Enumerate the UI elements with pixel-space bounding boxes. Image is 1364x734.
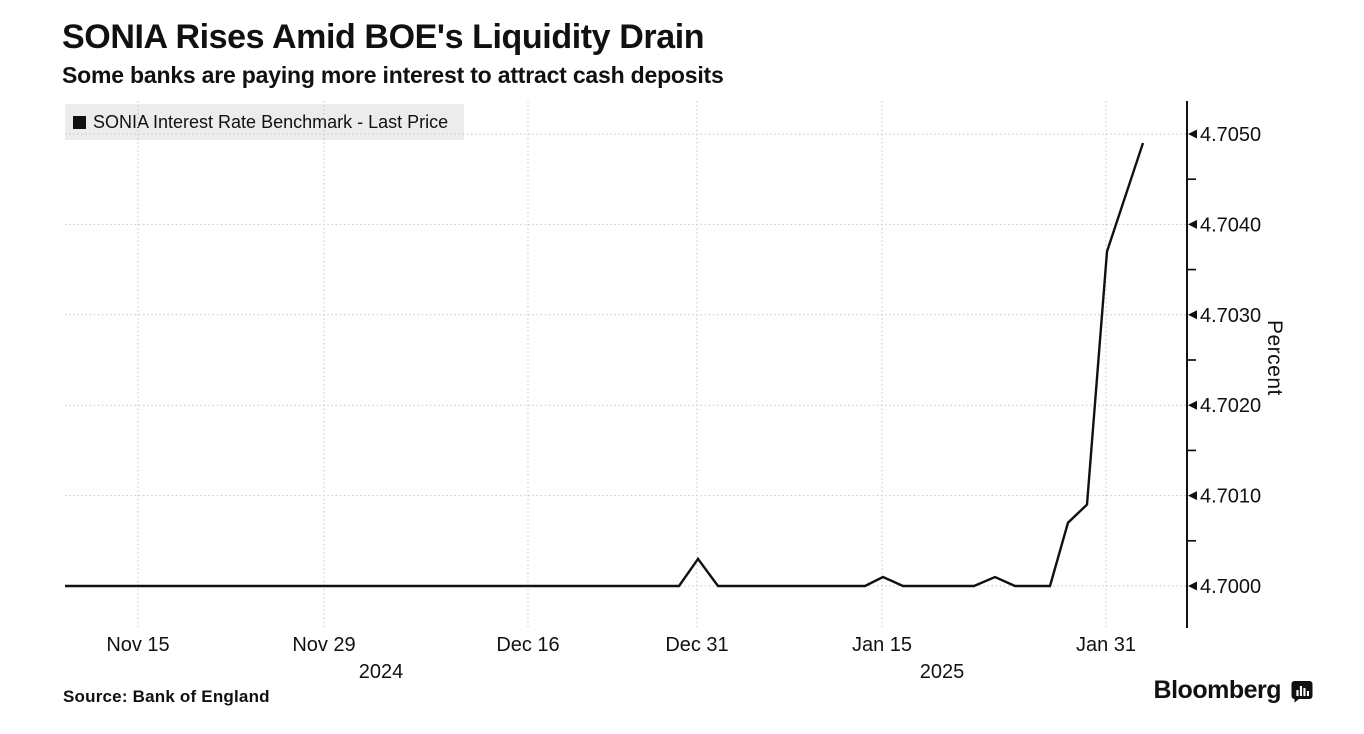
- legend-label: SONIA Interest Rate Benchmark - Last Pri…: [93, 111, 449, 132]
- bloomberg-logo: Bloomberg: [1154, 676, 1314, 705]
- x-tick-label: Dec 31: [665, 634, 728, 656]
- chart-title: SONIA Rises Amid BOE's Liquidity Drain: [62, 18, 705, 56]
- chart-subtitle: Some banks are paying more interest to a…: [62, 62, 724, 88]
- y-tick-arrow-icon: [1188, 400, 1197, 410]
- y-tick-label: 4.7040: [1200, 214, 1261, 236]
- y-tick-label: 4.7010: [1200, 486, 1261, 508]
- x-tick-label: Jan 15: [852, 634, 912, 656]
- x-tick-label: Dec 16: [496, 634, 559, 656]
- y-tick-arrow-icon: [1188, 129, 1197, 139]
- y-tick-label: 4.7000: [1200, 576, 1261, 598]
- bloomberg-wordmark: Bloomberg: [1153, 676, 1282, 704]
- y-tick-label: 4.7030: [1200, 305, 1261, 327]
- y-tick-arrow-icon: [1188, 491, 1197, 501]
- y-tick-arrow-icon: [1188, 581, 1197, 591]
- y-tick-label: 4.7050: [1200, 124, 1261, 146]
- year-label: 2025: [920, 661, 965, 683]
- y-tick-arrow-icon: [1188, 219, 1197, 229]
- sonia-series-line: [65, 142, 1145, 588]
- x-tick-label: Nov 15: [106, 634, 169, 656]
- bloomberg-chart-bubble-icon: [1291, 680, 1313, 702]
- source-note: Source: Bank of England: [63, 687, 270, 706]
- x-tick-label: Jan 31: [1076, 634, 1136, 656]
- legend-swatch-icon: [73, 115, 86, 129]
- x-tick-label: Nov 29: [292, 634, 355, 656]
- year-label: 2024: [359, 661, 404, 683]
- y-tick-arrow-icon: [1188, 310, 1197, 320]
- y-axis-title: Percent: [1263, 320, 1286, 396]
- y-tick-label: 4.7020: [1200, 395, 1261, 417]
